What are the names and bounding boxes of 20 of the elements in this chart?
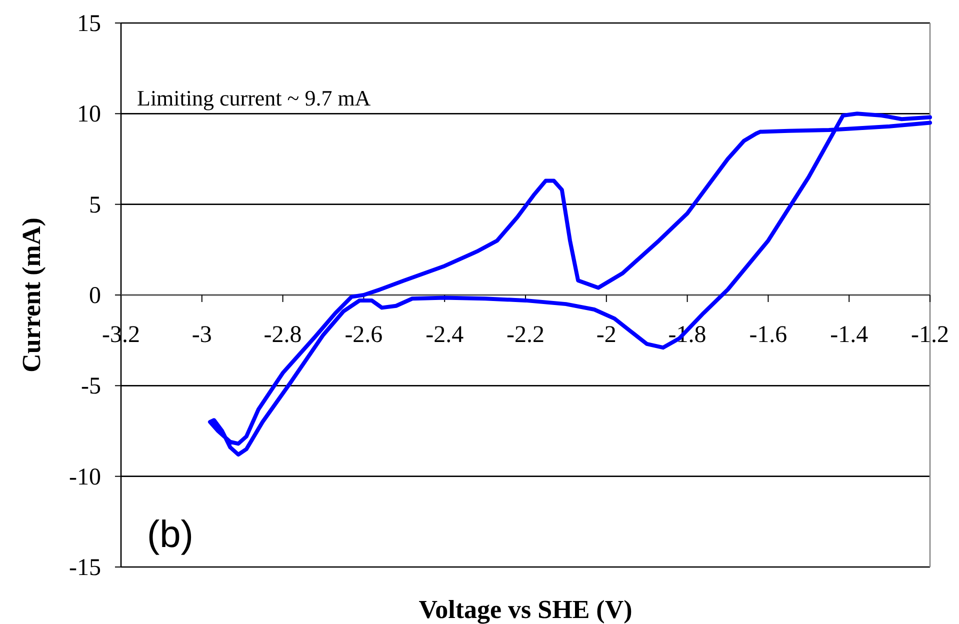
x-tick-label: -2.4 [426,322,464,348]
x-tick-label: -1.6 [749,322,788,348]
y-tick-label: -5 [81,374,101,400]
x-tick-label: -1.2 [911,322,949,348]
x-tick-label: -2 [596,322,616,348]
y-tick-label: 10 [77,102,101,128]
y-axis-title: Current (mA) [17,218,46,372]
x-tick-label: -2.2 [506,322,544,348]
y-tick-label: 5 [89,192,101,218]
y-tick-label: -10 [69,464,101,490]
y-tick-label: 0 [89,283,101,309]
y-tick-label: -15 [69,555,101,581]
x-axis-title: Voltage vs SHE (V) [418,595,632,624]
x-tick-label: -3 [192,322,212,348]
annotation: Limiting current ~ 9.7 mA [137,86,371,111]
x-tick-label: -2.6 [344,322,383,348]
annotation: (b) [147,514,194,556]
x-tick-label: -2.8 [264,322,302,348]
y-tick-label: 15 [77,11,101,37]
x-tick-label: -1.4 [830,322,868,348]
